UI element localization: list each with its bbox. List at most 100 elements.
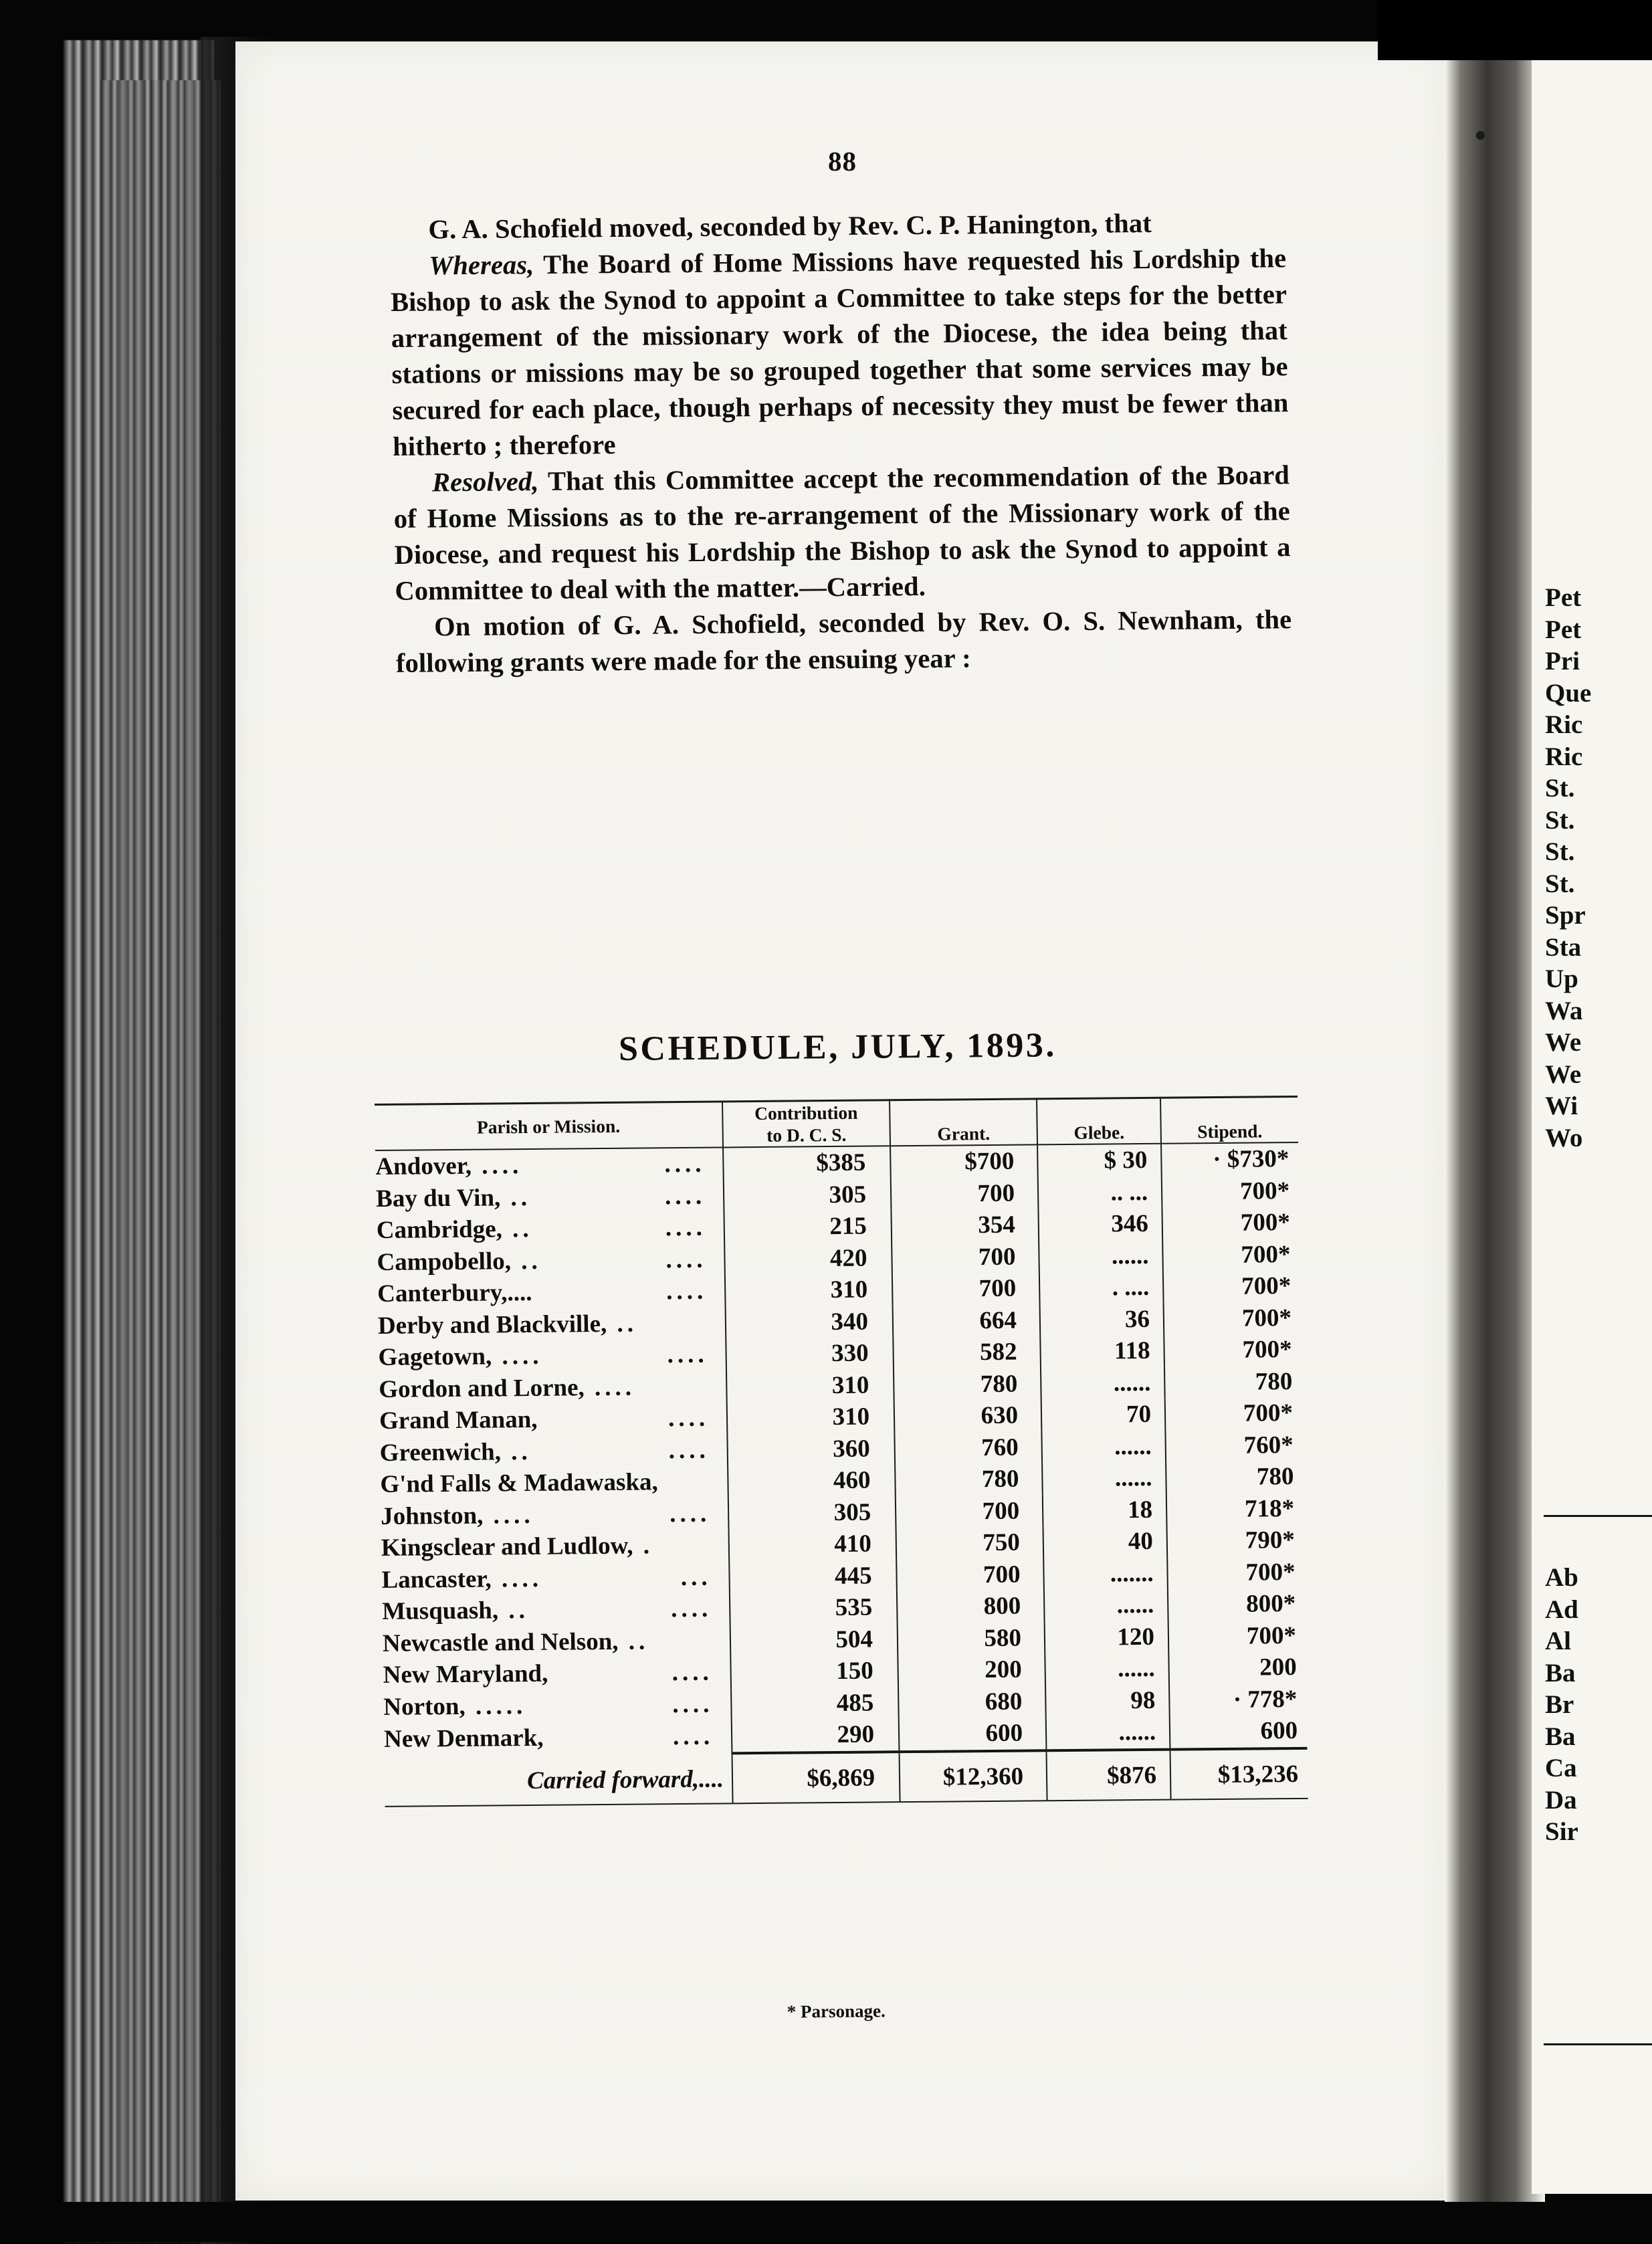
total-grant: $12,360 [899,1752,1047,1802]
leader-dots: .. [500,1183,532,1211]
cell-parish: Canterbury,........ [377,1275,726,1310]
cell-contribution: 504 [730,1623,898,1657]
cell-grant: 700 [895,1494,1043,1528]
cell-glebe: 118 [1040,1334,1164,1368]
contribution-line-2: to D. C. S. [766,1124,847,1146]
paragraph-resolved: Resolved, That this Committee accept the… [393,457,1292,609]
cell-grant: 700 [892,1272,1040,1306]
page-content: 88 G. A. Schofield moved, seconded by Re… [235,41,1449,2201]
adjacent-page-fragment: St. [1545,805,1575,835]
adjacent-page-fragment: Ba [1545,1722,1576,1751]
cell-stipend: 800* [1167,1587,1306,1621]
cell-stipend: · 778* [1169,1683,1307,1716]
cell-grant: 680 [898,1685,1046,1719]
leader-dots: .... [491,1342,543,1370]
cell-contribution: 310 [726,1368,894,1403]
cell-contribution: 410 [728,1528,897,1561]
cell-glebe: 70 [1041,1398,1166,1431]
adjacent-page-fragment: Wi [1545,1092,1578,1120]
cell-stipend: 700* [1162,1206,1300,1240]
adjacent-page-fragment: We [1545,1059,1582,1089]
cell-contribution: 360 [727,1432,896,1466]
cell-grant: 630 [894,1399,1042,1433]
column-header-stipend: Stipend. [1160,1096,1299,1144]
cell-glebe: 36 [1039,1303,1164,1336]
cell-contribution: 445 [729,1559,897,1593]
adjacent-page-fragment: We [1545,1028,1582,1057]
schedule-title: SCHEDULE, JULY, 1893. [618,1026,1057,1069]
cell-grant: 664 [892,1304,1041,1338]
cell-parish: Andover, ........ [375,1147,724,1183]
cell-contribution: 485 [731,1686,899,1720]
adjacent-page-fragment: Pet [1545,615,1582,644]
cell-parish: Norton, ......... [383,1688,732,1723]
cell-contribution: 330 [726,1337,894,1370]
adjacent-page-fragment: Da [1545,1785,1577,1815]
paragraph-whereas: Whereas, The Board of Home Missions have… [390,240,1289,465]
adjacent-page-fragment: Ab [1545,1563,1578,1592]
leader-dots-right: .... [672,1722,714,1751]
cell-contribution: 150 [730,1655,899,1688]
body-text-block: G. A. Schofield moved, seconded by Rev. … [389,204,1292,682]
cell-stipend: 700* [1164,1333,1302,1367]
cell-stipend: 600 [1169,1714,1308,1750]
leader-dots-right: .... [664,1150,706,1179]
adjacent-page-fragment: Spr [1545,901,1586,930]
leader-dots-right: .... [670,1595,712,1623]
ink-speck [1476,131,1485,140]
cell-glebe: 346 [1038,1207,1163,1241]
leader-dots: .. [498,1597,530,1625]
adjacent-page-fragment: Que [1545,678,1592,708]
adjacent-page-rule [1544,1515,1652,1517]
carried-forward-label: Carried forward,.... [526,1764,724,1795]
adjacent-page-fragment: Al [1545,1627,1571,1655]
cell-grant: 760 [894,1431,1043,1465]
table-foot: Carried forward,.... $6,869 $12,360 $876… [384,1748,1308,1807]
cell-contribution: 420 [724,1241,892,1276]
cell-contribution: 305 [723,1178,892,1212]
cell-grant: 700 [892,1240,1039,1274]
cell-glebe: 98 [1045,1684,1170,1718]
cell-parish: Derby and Blackville, .. [377,1310,638,1340]
adjacent-page: Pet Pet Pri Que Ric Ric St. St. St. St. Spr Sta Up Wa… [1532,54,1652,2194]
total-stipend: $13,236 [1170,1750,1308,1800]
total-contribution: $6,869 [732,1754,900,1803]
cell-parish: Cambridge, ...... [376,1211,724,1246]
adjacent-page-fragment: Up [1545,964,1578,993]
column-header-glebe: Glebe. [1037,1098,1162,1145]
cell-parish: Johnston, ........ [381,1498,729,1532]
cell-contribution: 535 [729,1591,898,1625]
scan-bottom-mask [0,2202,1652,2242]
cell-stipend: 700* [1162,1238,1300,1271]
cell-grant: 580 [897,1621,1045,1655]
leader-dots: .. [606,1310,638,1338]
adjacent-page-fragment: Br [1545,1690,1574,1719]
adjacent-page-fragment: Ric [1545,710,1583,739]
cell-stipend: · $730* [1161,1142,1299,1177]
cell-glebe: ...... [1040,1366,1165,1400]
leader-dots: .. [502,1215,533,1243]
leader-dots: .. [618,1627,649,1655]
cell-grant: 700 [890,1177,1039,1211]
adjacent-page-fragment: Sta [1545,932,1582,962]
paragraph-grants-intro: On motion of G. A. Schofield, seconded b… [395,604,1292,678]
cell-glebe: ...... [1045,1716,1170,1750]
cell-stipend: 780 [1166,1460,1304,1494]
resolved-label: Resolved, [431,466,539,498]
leader-dots-right: .... [667,1340,708,1369]
adjacent-page-fragment: Pri [1545,647,1580,676]
adjacent-page-fragment: Ca [1545,1754,1577,1782]
leader-dots: .... [491,1564,543,1593]
cell-grant: 780 [895,1463,1043,1496]
cell-glebe: ...... [1045,1652,1170,1686]
cell-parish: Gordon and Lorne, .... [379,1373,636,1403]
cell-parish: Lancaster, ....... [381,1561,730,1596]
leader-dots: .. [500,1437,532,1465]
cell-parish: Musquash, ...... [382,1593,730,1627]
leader-dots-right: .... [669,1500,711,1528]
cell-grant: 354 [891,1209,1039,1242]
cell-grant: 800 [896,1590,1045,1623]
table-head: Parish or Mission. Contribution to D. C.… [375,1096,1299,1150]
leader-dots-right: .... [665,1245,707,1273]
